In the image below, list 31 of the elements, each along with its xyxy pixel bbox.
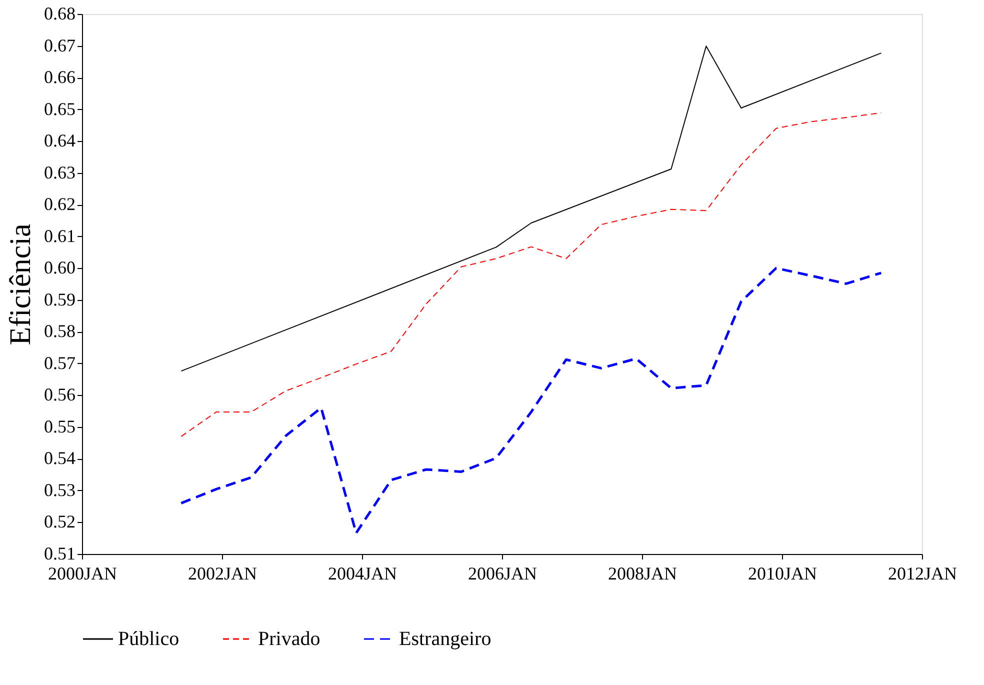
y-tick-label: 0.57: [44, 352, 76, 373]
y-tick-label: 0.60: [44, 258, 76, 278]
legend-label: Público: [118, 628, 180, 650]
y-tick-label: 0.66: [44, 67, 76, 88]
y-tick-label: 0.54: [44, 448, 76, 468]
x-tick-label: 2006JAN: [468, 564, 538, 584]
y-tick-label: 0.65: [44, 98, 76, 119]
x-tick-label: 2004JAN: [328, 564, 398, 584]
y-tick-label: 0.62: [44, 194, 76, 214]
legend-label: Estrangeiro: [399, 628, 492, 650]
x-tick-label: 2010JAN: [748, 564, 818, 584]
y-axis-title: Eficiência: [4, 224, 37, 346]
y-tick-label: 0.58: [44, 321, 76, 342]
x-tick-label: 2008JAN: [608, 564, 678, 584]
y-tick-label: 0.53: [44, 480, 76, 500]
line-series: [180, 46, 882, 372]
y-tick-label: 0.52: [44, 512, 76, 532]
y-tick-label: 0.51: [44, 544, 76, 564]
y-tick-label: 0.68: [44, 4, 76, 24]
x-tick-label: 2000JAN: [48, 564, 118, 584]
y-tick-label: 0.67: [44, 35, 76, 56]
y-tick-label: 0.64: [44, 130, 76, 151]
y-tick-label: 0.63: [44, 162, 76, 182]
x-tick-label: 2002JAN: [188, 564, 258, 584]
y-tick-label: 0.59: [44, 289, 76, 310]
y-tick-label: 0.61: [44, 226, 76, 246]
line-series: [180, 266, 882, 534]
y-tick-label: 0.56: [44, 384, 76, 405]
legend-label: Privado: [258, 628, 320, 650]
y-tick-label: 0.55: [44, 416, 76, 436]
x-tick-label: 2012JAN: [888, 564, 958, 584]
